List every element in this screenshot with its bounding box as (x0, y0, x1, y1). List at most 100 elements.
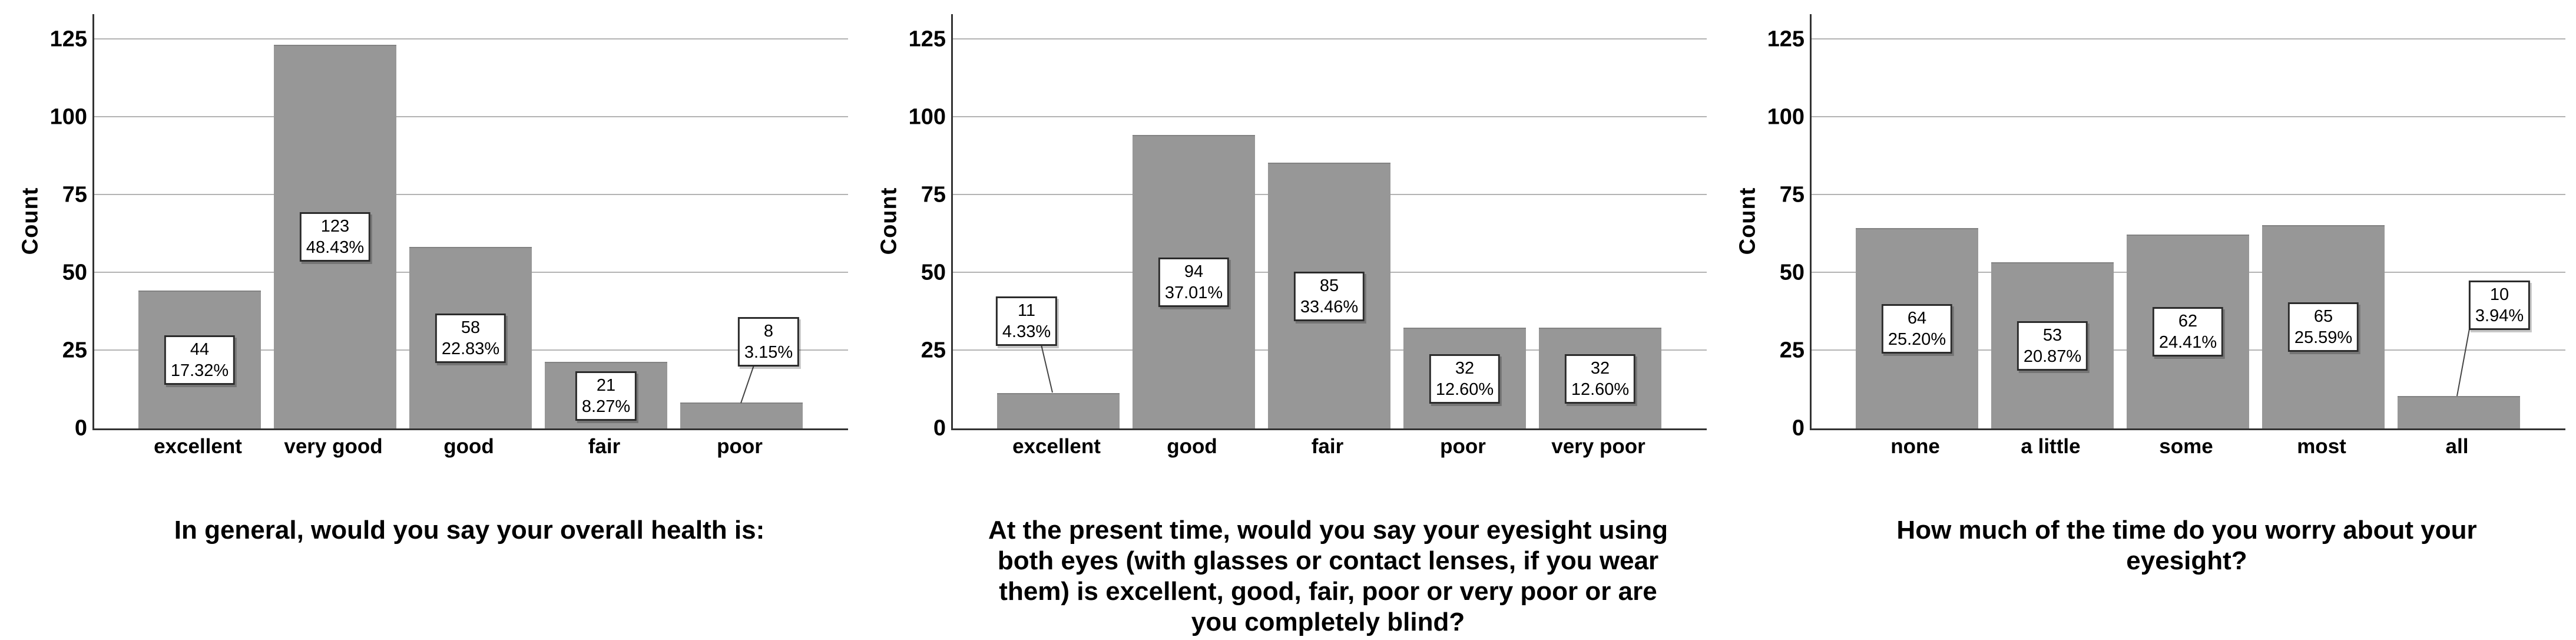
bar-good: 58 22.83% (409, 246, 532, 428)
title-line: both eyes (with glasses or contact lense… (997, 546, 1659, 575)
data-label-box: 123 48.43% (299, 212, 371, 262)
bars-group: 44 17.32% 123 48.43% 58 22.83% (94, 39, 848, 428)
y-tick-label: 25 (921, 338, 946, 363)
y-tick-label: 50 (1779, 260, 1804, 285)
bar-some: 62 24.41% (2127, 234, 2249, 428)
x-tick-label: fair (1311, 435, 1344, 458)
count-value: 53 (2042, 326, 2062, 345)
count-value: 21 (596, 375, 616, 395)
percent-value: 17.32% (170, 361, 229, 380)
y-tick-label: 0 (74, 415, 87, 441)
y-tick-label: 75 (1779, 182, 1804, 207)
y-tick-label: 75 (62, 182, 87, 207)
bar-fair: 21 8.27% (545, 362, 667, 428)
title-line: How much of the time do you worry about … (1896, 516, 2477, 545)
x-tick-label: poor (717, 435, 763, 458)
gridline (94, 38, 848, 39)
gridline (94, 116, 848, 117)
count-value: 32 (1590, 358, 1610, 378)
y-tick-label: 100 (49, 104, 87, 130)
count-value: 44 (190, 339, 210, 359)
bar-fair: 85 33.46% (1268, 163, 1390, 428)
title-line: In general, would you say your overall h… (174, 516, 765, 545)
y-tick-label: 25 (62, 338, 87, 363)
count-value: 11 (1017, 301, 1036, 320)
data-label-box: 65 25.59% (2287, 302, 2359, 352)
callout-label-box: 11 4.33% (995, 296, 1058, 346)
percent-value: 33.46% (1300, 297, 1359, 316)
percent-value: 22.83% (441, 339, 500, 358)
data-label-box: 32 12.60% (1429, 354, 1501, 404)
x-tick-label: some (2159, 435, 2213, 458)
y-tick-label: 75 (921, 182, 946, 207)
bars-group: 94 37.01% 85 33.46% 32 12.60% (953, 39, 1707, 428)
data-label-box: 53 20.87% (2017, 321, 2088, 371)
gridline (953, 116, 1707, 117)
x-tick-label: very poor (1551, 435, 1645, 458)
chart-title: At the present time, would you say your … (951, 515, 1705, 638)
percent-value: 4.33% (1002, 322, 1051, 341)
percent-value: 12.60% (1435, 380, 1494, 399)
chart-title: In general, would you say your overall h… (92, 515, 846, 546)
bar-very-poor: 32 12.60% (1539, 328, 1661, 428)
x-tick-label: poor (1440, 435, 1486, 458)
x-tick-label: very good (284, 435, 383, 458)
bar-very-good: 123 48.43% (274, 44, 396, 428)
count-value: 65 (2313, 307, 2333, 326)
data-label-box: 58 22.83% (435, 313, 506, 363)
plot-area: 94 37.01% 85 33.46% 32 12.60% (951, 14, 1707, 430)
data-label-box: 44 17.32% (164, 335, 236, 385)
callout-label-box: 8 3.15% (737, 317, 800, 367)
count-value: 64 (1907, 309, 1927, 328)
count-value: 62 (2178, 312, 2198, 331)
count-value: 8 (763, 322, 774, 341)
x-tick-label: most (2297, 435, 2346, 458)
x-tick-label: excellent (154, 435, 242, 458)
bar-a-little: 53 20.87% (1991, 262, 2114, 428)
percent-value: 12.60% (1571, 380, 1630, 399)
data-label-box: 85 33.46% (1293, 271, 1365, 321)
count-value: 10 (2489, 285, 2509, 304)
gridline (94, 194, 848, 195)
chart-panel-overall-health: Count 0 25 50 75 100 125 44 17.32% (0, 0, 859, 640)
x-tick-label: none (1890, 435, 1940, 458)
bars-group: 64 25.20% 53 20.87% 62 24.41% (1812, 39, 2565, 428)
bar-none: 64 25.20% (1856, 228, 1978, 428)
data-label-box: 62 24.41% (2152, 307, 2224, 357)
gridline (953, 38, 1707, 39)
bar-all (2398, 396, 2520, 428)
percent-value: 25.59% (2294, 328, 2353, 348)
percent-value: 20.87% (2023, 347, 2082, 367)
y-tick-label: 0 (933, 415, 946, 441)
y-tick-label: 25 (1779, 338, 1804, 363)
x-tick-label: good (1167, 435, 1217, 458)
data-label-box: 94 37.01% (1158, 257, 1230, 307)
x-tick-label: excellent (1012, 435, 1101, 458)
percent-value: 3.94% (2475, 306, 2524, 325)
gridline (1812, 116, 2565, 117)
callout-label-box: 10 3.94% (2468, 281, 2531, 330)
percent-value: 37.01% (1164, 283, 1223, 302)
bar-excellent (997, 392, 1120, 428)
percent-value: 48.43% (306, 238, 365, 258)
y-tick-label: 50 (62, 260, 87, 285)
plot-area: 64 25.20% 53 20.87% 62 24.41% (1810, 14, 2565, 430)
y-tick-label: 125 (49, 27, 87, 52)
plot-area: 44 17.32% 123 48.43% 58 22.83% (92, 14, 848, 430)
percent-value: 8.27% (581, 397, 631, 416)
bar-excellent: 44 17.32% (138, 290, 261, 428)
bar-poor (680, 402, 803, 428)
x-tick-label: a little (2021, 435, 2081, 458)
bar-good: 94 37.01% (1133, 134, 1255, 428)
x-tick-label: all (2445, 435, 2469, 458)
count-value: 85 (1319, 276, 1339, 295)
y-tick-label: 125 (1767, 27, 1804, 52)
title-line: At the present time, would you say your … (988, 516, 1668, 545)
data-label-box: 32 12.60% (1564, 354, 1636, 404)
data-label-box: 64 25.20% (1881, 304, 1953, 354)
count-value: 123 (320, 217, 350, 236)
title-line: eyesight? (2126, 546, 2247, 575)
gridline (1812, 194, 2565, 195)
y-tick-label: 100 (1767, 104, 1804, 130)
